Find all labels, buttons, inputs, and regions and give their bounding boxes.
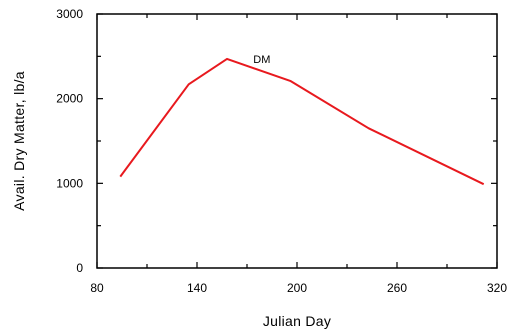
x-tick-label: 140 bbox=[187, 281, 207, 295]
x-axis-ticks: 80 140 200 260 320 bbox=[90, 14, 507, 295]
y-tick-label: 2000 bbox=[56, 92, 83, 106]
y-tick-label: 1000 bbox=[56, 176, 83, 190]
series-line-dm bbox=[119, 57, 485, 186]
series-layer: DM bbox=[119, 54, 485, 186]
y-axis-ticks: 0 1000 2000 3000 bbox=[56, 7, 497, 275]
x-axis-title: Julian Day bbox=[263, 313, 331, 329]
y-tick-label: 3000 bbox=[56, 7, 83, 21]
y-axis-title: Avail. Dry Matter, lb/a bbox=[11, 71, 27, 211]
x-tick-label: 260 bbox=[387, 281, 407, 295]
plot-frame bbox=[96, 13, 498, 269]
x-tick-label: 200 bbox=[287, 281, 307, 295]
x-tick-label: 80 bbox=[90, 281, 104, 295]
series-label-dm: DM bbox=[253, 54, 270, 66]
y-tick-label: 0 bbox=[76, 261, 83, 275]
x-tick-label: 320 bbox=[487, 281, 507, 295]
